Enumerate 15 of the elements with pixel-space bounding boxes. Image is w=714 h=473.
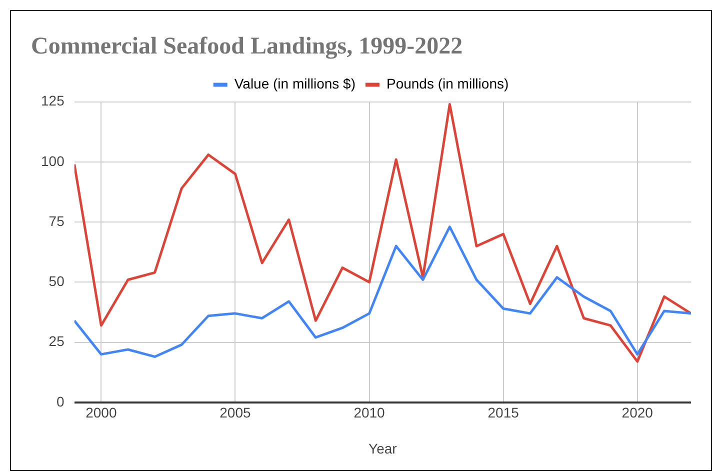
legend-label: Value (in millions $) bbox=[234, 76, 356, 92]
y-tick-label: 100 bbox=[41, 152, 65, 169]
y-tick-label: 25 bbox=[48, 333, 65, 350]
y-tick-label: 0 bbox=[56, 393, 65, 410]
x-axis-title: Year bbox=[368, 440, 398, 456]
y-tick-label: 75 bbox=[48, 212, 65, 229]
x-tick-label: 2020 bbox=[622, 404, 654, 421]
x-tick-label: 2015 bbox=[488, 404, 520, 421]
y-tick-label: 125 bbox=[41, 92, 65, 109]
chart-title: Commercial Seafood Landings, 1999-2022 bbox=[31, 34, 463, 60]
y-tick-label: 50 bbox=[48, 273, 65, 290]
x-tick-label: 2000 bbox=[86, 404, 117, 421]
legend-label: Pounds (in millions) bbox=[386, 76, 509, 92]
x-tick-label: 2010 bbox=[354, 404, 386, 421]
x-tick-label: 2005 bbox=[220, 404, 251, 421]
